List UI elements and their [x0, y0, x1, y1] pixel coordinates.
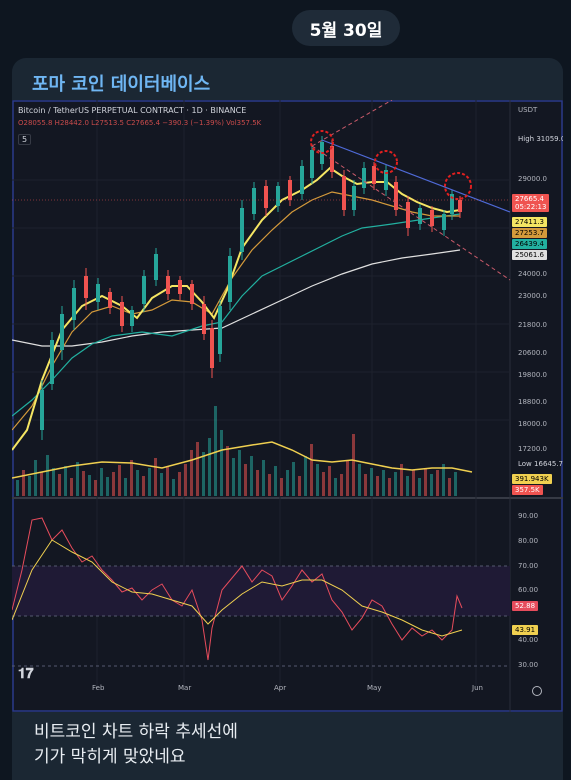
ma-long-tag: 25061.6 [512, 250, 547, 260]
rsi-tick: 80.00 [518, 537, 539, 545]
peak-marker-1 [310, 130, 334, 154]
ohlc-readout: O28055.8 H28442.0 L27513.5 C27665.4 −390… [18, 119, 262, 127]
caption-line: 기가 막히게 맞았네요 [34, 747, 186, 767]
rsi-tick: 40.00 [518, 636, 539, 644]
x-tick: May [367, 684, 382, 692]
settings-gear-icon[interactable] [532, 686, 542, 696]
ma-mid-tag: 27253.7 [512, 228, 547, 238]
ma-slow-tag: 26439.4 [512, 239, 547, 249]
low-label: Low 16645.7 [518, 460, 563, 468]
price-candles [40, 136, 462, 440]
rsi-tick: 30.00 [518, 661, 539, 669]
downtrend-line [321, 139, 511, 213]
price-tick: 21800.0 [518, 321, 547, 329]
x-tick: Feb [92, 684, 105, 692]
x-tick: Jun [472, 684, 483, 692]
message-card: 포마 코인 데이터베이스 [12, 58, 563, 780]
rsi-value-tag: 52.88 [512, 601, 539, 611]
caption-line: 비트코인 차트 하락 추세선에 [34, 722, 238, 742]
x-tick: Mar [178, 684, 192, 692]
currency-label[interactable]: USDT [518, 106, 538, 114]
message-caption: 비트코인 차트 하락 추세선에 기가 막히게 맞았네요 [34, 720, 238, 770]
price-tick: 19800.0 [518, 371, 547, 379]
chart-title: Bitcoin / TetherUS PERPETUAL CONTRACT · … [18, 106, 247, 115]
channel-line-lower [311, 145, 511, 281]
price-tick: 24000.0 [518, 270, 547, 278]
tradingview-chart [12, 100, 563, 712]
tradingview-logo-icon: 𝟏𝟕 [18, 666, 34, 682]
channel-name[interactable]: 포마 코인 데이터베이스 [32, 74, 211, 95]
rsi-tick: 60.00 [518, 586, 539, 594]
volume-ma-tag: 391.943K [512, 474, 552, 484]
peak-marker-2 [374, 150, 398, 174]
price-tick: 29000.0 [518, 175, 547, 183]
price-tick: 18800.0 [518, 398, 547, 406]
price-tick: 20600.0 [518, 349, 547, 357]
high-label: High 31059.0 [518, 135, 563, 143]
last-price-tag: 27665.4 05:22:13 [512, 194, 550, 212]
date-pill: 5월 30일 [292, 10, 400, 46]
volume-bars [16, 406, 457, 496]
x-tick: Apr [274, 684, 287, 692]
peak-marker-3 [444, 172, 472, 200]
price-tick: 23000.0 [518, 292, 547, 300]
rsi-ma-tag: 43.91 [512, 625, 539, 635]
chart-screenshot[interactable]: Bitcoin / TetherUS PERPETUAL CONTRACT · … [12, 100, 563, 712]
ma-fast-tag: 27411.3 [512, 217, 547, 227]
indicator-toggle[interactable]: 5 [18, 134, 32, 145]
rsi-tick: 70.00 [518, 562, 539, 570]
price-tick: 17200.0 [518, 445, 547, 453]
rsi-tick: 90.00 [518, 512, 539, 520]
channel-line-upper [311, 100, 393, 147]
volume-tag: 357.5K [512, 485, 543, 495]
price-tick: 18000.0 [518, 420, 547, 428]
